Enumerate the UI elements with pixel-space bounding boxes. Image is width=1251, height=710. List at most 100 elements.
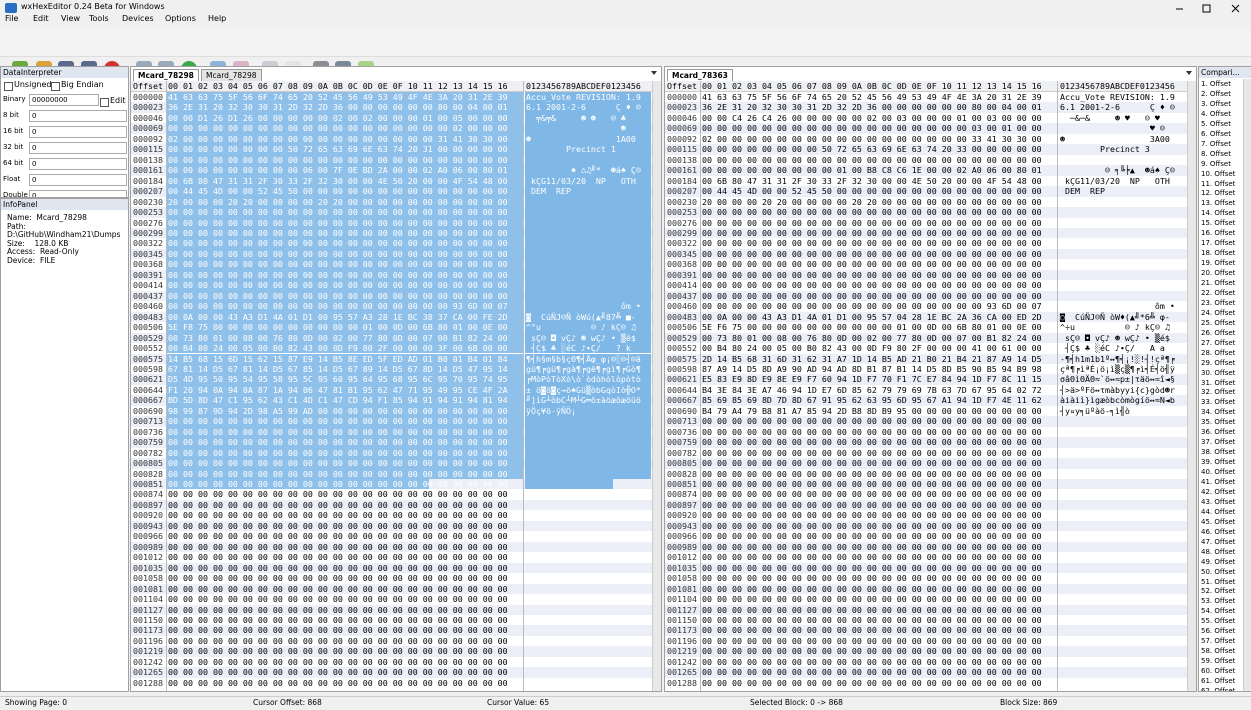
field-value[interactable]: 0 (29, 158, 127, 170)
compare-item[interactable]: 24. Offset (1201, 308, 1236, 317)
ascii-row[interactable]: ± ö◙ö◙ç→ö♠Gü▒òbGqòIò╬O* (526, 384, 641, 395)
hex-row[interactable]: 00 00 00 00 00 00 00 00 00 00 00 00 00 0… (702, 520, 1042, 531)
compare-item[interactable]: 30. Offset (1201, 368, 1236, 377)
ascii-row[interactable]: ^÷u ☺ ♪ kÇ☺ ♫ (1060, 322, 1170, 333)
ascii-row[interactable]: àiàiì}ìgæòbcòmògíö↔≈N◄b (1060, 395, 1175, 406)
field-value[interactable]: 00000000 (29, 94, 99, 106)
compare-item[interactable]: 15. Offset (1201, 219, 1236, 228)
hex-row[interactable]: 00 00 00 00 00 00 00 00 00 00 00 00 00 0… (168, 625, 508, 636)
file-tab[interactable]: Mcard_78298 (133, 69, 199, 81)
hex-row[interactable]: 00 00 00 00 00 00 00 00 00 00 00 00 00 0… (702, 583, 1042, 594)
hex-row[interactable]: B4 3E 84 3E A7 46 94 1D E7 6D 85 62 79 7… (702, 384, 1042, 395)
compare-item[interactable]: 51. Offset (1201, 577, 1236, 586)
hex-row[interactable]: 00 00 00 00 00 00 00 00 00 00 00 00 00 0… (168, 552, 508, 563)
hex-row[interactable]: 00 00 00 00 00 00 00 00 00 00 00 00 00 0… (168, 531, 508, 542)
hex-row[interactable]: 00 00 00 00 00 00 00 00 00 00 00 00 00 0… (168, 437, 508, 448)
hex-row[interactable]: 00 44 45 4D 00 00 52 45 50 00 00 00 00 0… (168, 186, 508, 197)
scrollbar[interactable] (1243, 79, 1251, 691)
hex-row[interactable]: 00 00 00 00 00 00 00 00 00 00 00 00 00 0… (168, 227, 508, 238)
compare-item[interactable]: 40. Offset (1201, 468, 1236, 477)
hex-row[interactable]: 00 00 00 00 00 00 00 00 00 00 00 00 00 0… (168, 248, 508, 259)
field-value[interactable]: 0 (29, 190, 127, 197)
hex-row[interactable]: 00 00 00 00 00 00 00 00 00 00 00 00 00 0… (702, 562, 1042, 573)
hex-row[interactable]: 41 63 63 75 5F 56 6F 74 65 20 52 45 56 4… (168, 92, 508, 102)
ascii-row[interactable]: ^°u ☺ ♪ kÇ☺ ♫ (526, 322, 636, 333)
ascii-row[interactable]: σâΘìΘÄΘ≈`ö↔≈p±|τäö↔≈î◄§ (1060, 374, 1175, 385)
hex-row[interactable]: 00 00 00 00 00 00 00 00 00 00 00 00 00 0… (702, 227, 1042, 238)
hex-row[interactable]: 00 00 00 00 00 00 00 00 00 00 00 00 00 0… (168, 615, 508, 625)
ascii-row[interactable]: ╜]ìG┴òbC┴M┴G═ö±àöæöæöüö (526, 395, 641, 406)
hex-row[interactable]: 00 00 00 00 00 00 00 00 00 00 00 00 00 0… (702, 290, 1042, 301)
hex-row[interactable]: 00 00 00 00 00 00 00 00 00 00 00 00 00 0… (702, 479, 1042, 490)
hex-row[interactable]: 20 00 00 00 20 20 00 00 00 00 20 20 00 0… (168, 196, 508, 207)
hex-row[interactable]: 5E F8 75 00 00 00 00 00 00 00 00 00 00 0… (168, 322, 508, 333)
compare-item[interactable]: 46. Offset (1201, 527, 1236, 536)
hex-row[interactable]: 00 00 00 00 00 00 00 00 00 00 00 00 00 0… (702, 573, 1042, 584)
hex-row[interactable]: 00 00 00 00 00 00 00 00 00 06 00 7F 0E B… (168, 165, 508, 176)
ascii-row[interactable]: Accu_Vote REVISION: 1.9 (1060, 92, 1175, 102)
hex-row[interactable]: 00 00 00 00 00 00 00 00 00 00 00 00 00 0… (702, 646, 1042, 657)
ascii-row[interactable]: sÇ☺ ◘ vÇ♪ ☻ wÇ♪ • ▒é$ (1060, 332, 1170, 343)
compare-item[interactable]: 9. Offset (1201, 159, 1231, 168)
hex-row[interactable]: 00 00 00 00 00 00 00 00 00 00 00 00 00 0… (702, 280, 1042, 291)
compare-item[interactable]: 57. Offset (1201, 637, 1236, 646)
hex-row[interactable]: 20 00 00 00 20 20 00 00 00 00 20 20 00 0… (702, 196, 1042, 207)
hex-row[interactable]: 67 81 14 D5 67 81 14 D5 67 85 14 D5 67 8… (168, 363, 508, 374)
hex-row[interactable]: 02 00 00 00 00 00 00 00 00 00 00 00 00 0… (702, 133, 1042, 144)
hex-row[interactable]: 00 00 00 00 00 00 00 00 00 00 00 00 00 0… (702, 625, 1042, 636)
close-button[interactable] (1231, 4, 1240, 13)
hex-row[interactable]: 02 00 00 00 00 00 00 00 00 00 00 00 00 0… (168, 133, 508, 144)
hex-row[interactable]: 00 00 00 00 00 00 00 00 00 00 00 00 00 0… (702, 667, 1042, 678)
hex-row[interactable]: 00 00 00 00 00 00 00 00 00 00 00 00 00 0… (168, 594, 508, 605)
compare-item[interactable]: 61. Offset (1201, 677, 1236, 685)
hex-row[interactable]: 00 00 00 00 00 00 00 00 00 00 00 00 00 0… (702, 447, 1042, 458)
ascii-row[interactable]: gü¶╒gü¶╒gà¶╒gë¶╒gì¶╒Gò¶ (526, 363, 641, 374)
field-value[interactable]: 0 (29, 174, 127, 186)
compare-item[interactable]: 4. Offset (1201, 109, 1231, 118)
compare-item[interactable]: 27. Offset (1201, 338, 1236, 347)
compare-item[interactable]: 12. Offset (1201, 189, 1236, 198)
hex-row[interactable]: 00 00 00 00 00 00 00 00 00 00 00 00 00 0… (702, 499, 1042, 510)
ascii-row[interactable]: Precinct 3 (1060, 144, 1150, 155)
compare-item[interactable]: 36. Offset (1201, 428, 1236, 437)
hex-row[interactable]: 00 00 00 00 00 00 00 00 00 00 00 00 00 0… (168, 447, 508, 458)
ascii-row[interactable]: ôm • (526, 301, 641, 312)
compare-item[interactable]: 54. Offset (1201, 607, 1236, 616)
hex-row[interactable]: 00 00 00 00 00 00 00 00 00 00 00 00 00 0… (702, 541, 1042, 552)
hex-row[interactable]: BD 5D 8D 47 C1 95 62 43 C1 4D C1 47 CD 9… (168, 395, 508, 406)
compare-item[interactable]: 16. Offset (1201, 229, 1236, 238)
ascii-row[interactable]: ┤>ä>ºFö↔τmàbyyi{c}gòd☻r (1060, 384, 1175, 395)
ascii-row[interactable]: ┤y¤y╕üºàö-╕ì╣ò (1060, 405, 1130, 416)
compare-item[interactable]: 28. Offset (1201, 348, 1236, 357)
checkbox-label[interactable]: Unsigned (14, 80, 52, 89)
hex-row[interactable]: 5E F6 75 00 00 00 00 00 00 00 00 00 00 0… (702, 322, 1042, 333)
compare-item[interactable]: 43. Offset (1201, 497, 1236, 506)
hex-row[interactable]: 00 00 00 00 00 00 00 00 00 00 00 00 00 0… (168, 259, 508, 270)
hex-row[interactable]: 00 00 00 00 00 00 00 00 00 00 00 00 00 0… (702, 426, 1042, 437)
hex-row[interactable]: 00 00 00 00 00 00 00 00 00 00 00 00 00 0… (702, 217, 1042, 228)
hex-row[interactable]: 00 00 00 00 00 00 00 00 00 00 00 00 00 0… (168, 301, 508, 312)
ascii-row[interactable]: DEM REP (1060, 186, 1105, 197)
hex-row[interactable]: 00 00 00 00 00 00 00 00 00 00 00 00 00 0… (168, 426, 508, 437)
ascii-row[interactable]: ╤&╤& ☻ ☻ ☺ ♣ (526, 112, 626, 123)
compare-item[interactable]: 25. Offset (1201, 318, 1236, 327)
hex-row[interactable]: 36 2E 31 20 32 30 30 31 2D 32 2D 36 00 0… (168, 102, 508, 113)
hex-row[interactable]: 00 00 D1 26 D1 26 00 00 00 00 00 02 00 0… (168, 112, 508, 123)
field-value[interactable]: 0 (29, 126, 127, 138)
maximize-button[interactable] (1202, 4, 1211, 13)
hex-row[interactable]: 00 6B 80 47 31 31 2F 30 33 2F 32 30 00 0… (168, 175, 508, 186)
ascii-row[interactable]: Precinct 1 (526, 144, 616, 155)
ascii-row[interactable]: -¶╡h1m1b1º↔¶╡¡!░!┤!çª¶╒ (1060, 353, 1175, 364)
hex-row[interactable]: 00 73 80 01 00 08 00 76 80 0D 00 02 00 7… (168, 332, 508, 343)
hex-row[interactable]: D5 4D 95 50 95 54 95 58 95 5C 95 60 95 6… (168, 374, 508, 385)
hex-row[interactable]: 00 00 00 00 00 00 00 00 00 00 00 00 00 0… (168, 269, 508, 280)
compare-item[interactable]: 56. Offset (1201, 627, 1236, 636)
hex-row[interactable]: 00 00 00 00 00 00 00 00 00 00 00 00 00 0… (702, 123, 1042, 134)
hex-row[interactable]: 36 2E 31 20 32 30 30 31 2D 32 2D 36 00 0… (702, 102, 1042, 113)
ascii-row[interactable]: ☻ 1A00 (526, 133, 636, 144)
hex-row[interactable]: 85 69 85 69 8D 7D 8D 67 91 95 62 63 95 6… (702, 395, 1042, 406)
hex-row[interactable]: 00 00 00 00 00 00 00 00 00 00 00 00 00 0… (702, 437, 1042, 448)
hex-row[interactable]: 00 00 00 00 00 00 00 00 00 00 00 00 00 0… (702, 468, 1042, 479)
ascii-row[interactable]: 6.1 2001-2-6 Ç ♦ ☺ (526, 102, 641, 113)
compare-item[interactable]: 13. Offset (1201, 199, 1236, 208)
